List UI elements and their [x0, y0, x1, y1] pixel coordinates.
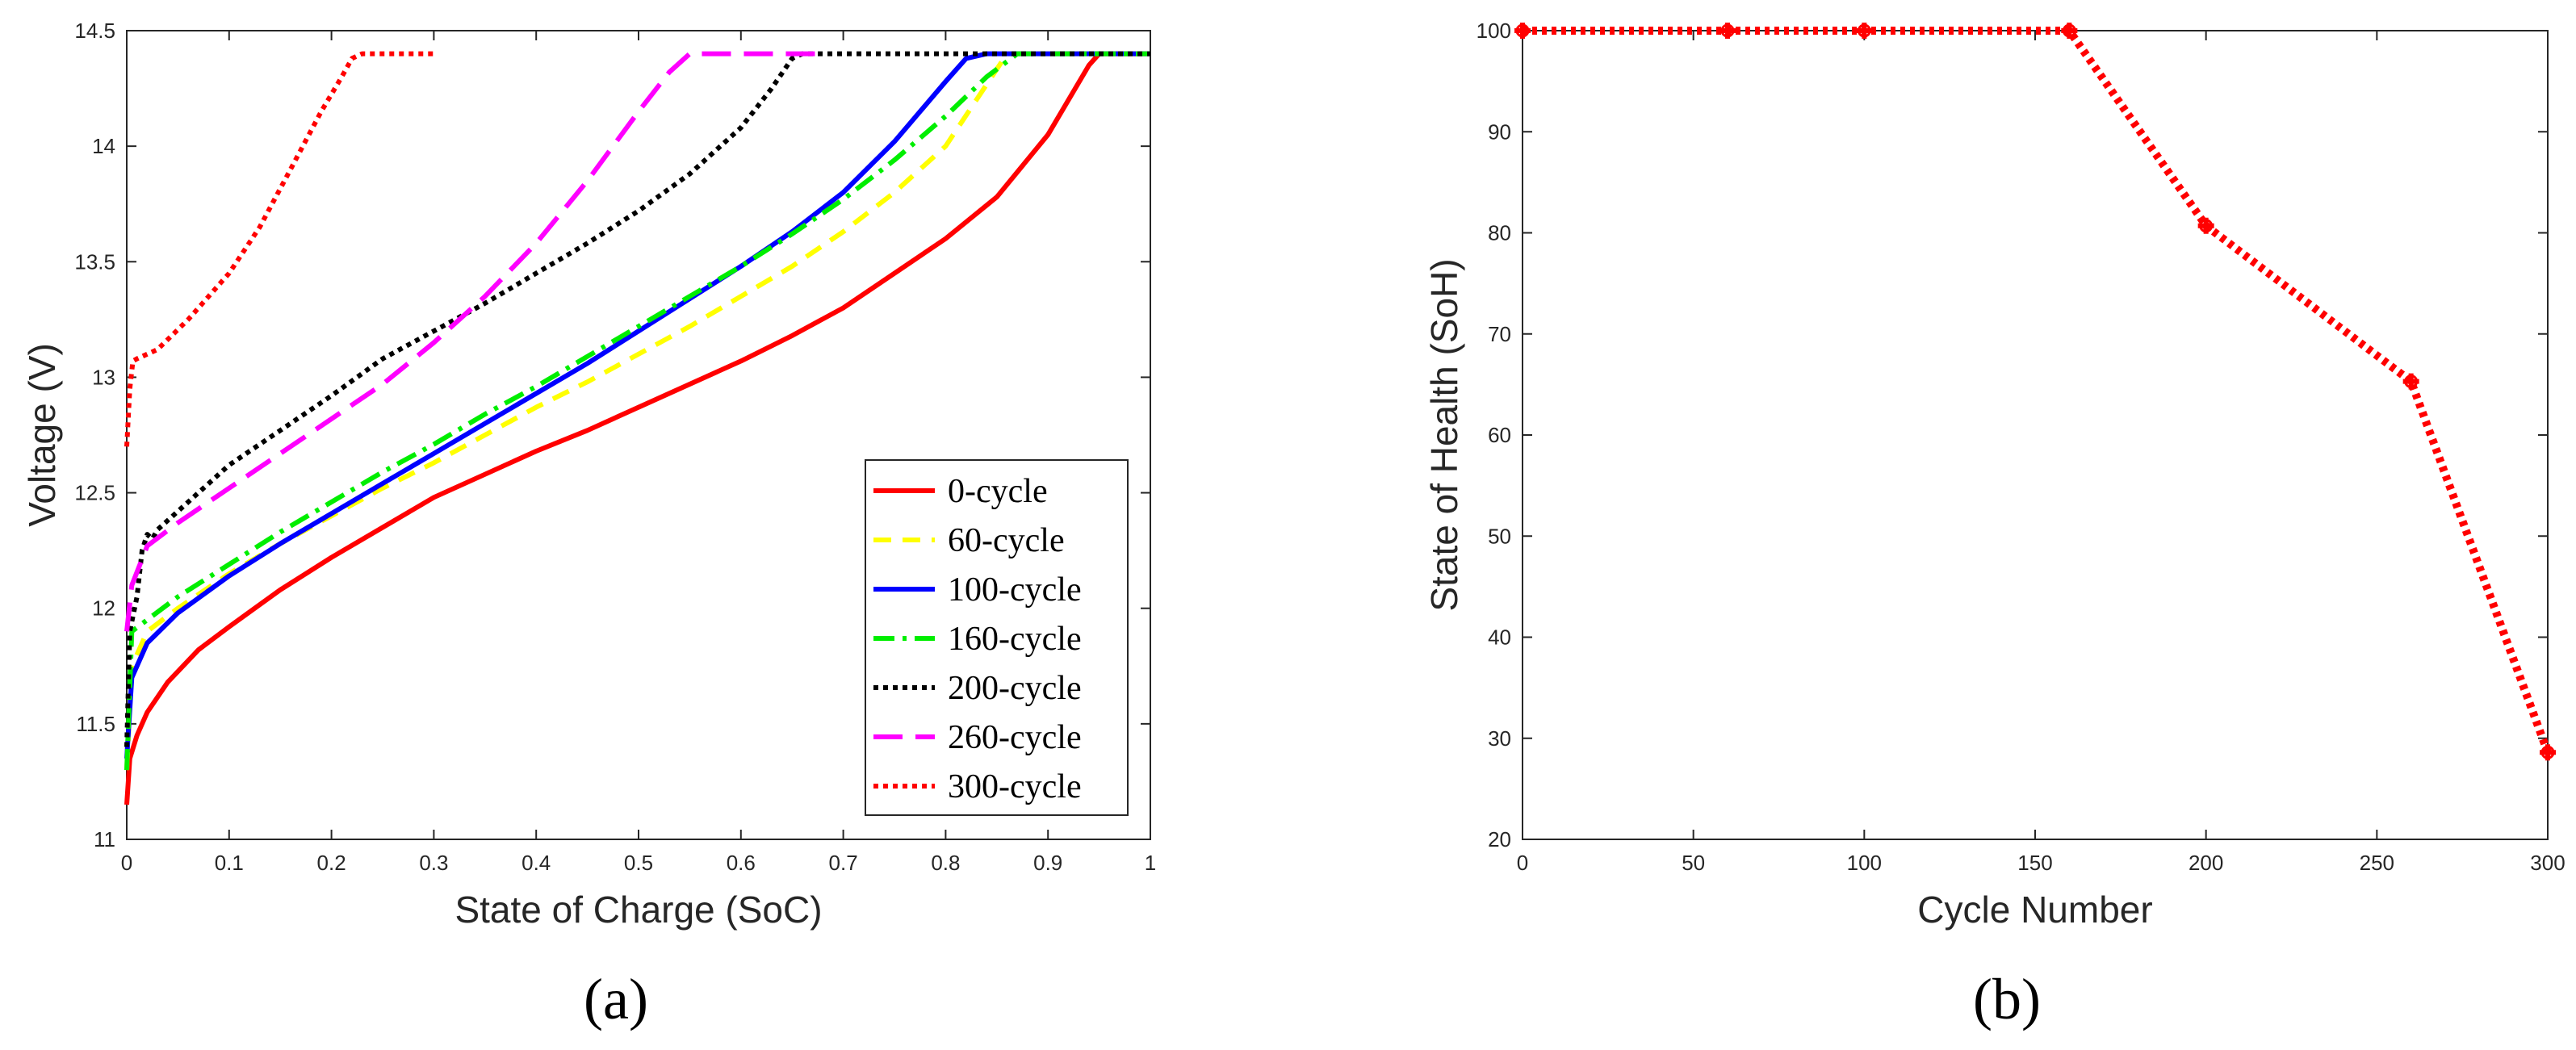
legend-label-300-cycle: 300-cycle — [948, 768, 1082, 805]
data-point-marker — [1514, 23, 1531, 39]
x-tick-label: 0.5 — [624, 851, 653, 875]
x-tick-label: 200 — [2189, 851, 2223, 875]
panel-b-x-axis-label: Cycle Number — [1917, 889, 2152, 931]
x-tick-label: 0.7 — [829, 851, 858, 875]
y-tick-label: 100 — [1476, 19, 1511, 43]
panel-b-plot-area — [1522, 30, 2549, 840]
legend-label-200-cycle: 200-cycle — [948, 670, 1082, 707]
legend-label-0-cycle: 0-cycle — [948, 473, 1048, 510]
y-tick-label: 11 — [94, 827, 115, 851]
legend-label-260-cycle: 260-cycle — [948, 719, 1082, 756]
x-tick-label: 0.2 — [317, 851, 346, 875]
panel-a-voltage-vs-soc: 0 0.1 0.2 0.3 0.4 0.5 0.6 0.7 0.8 0.9 11111.51212.… — [21, 19, 1156, 1031]
x-tick-label: 1 — [1145, 851, 1156, 875]
x-tick-label: 0.9 — [1033, 851, 1062, 875]
x-tick-label: 300 — [2530, 851, 2565, 875]
y-tick-label: 60 — [1488, 423, 1511, 447]
legend-label-60-cycle: 60-cycle — [948, 522, 1065, 559]
panel-a-ticks: 0 0.1 0.2 0.3 0.4 0.5 0.6 0.7 0.8 0.9 11111.51212.… — [74, 19, 1156, 875]
data-point-marker — [2197, 217, 2214, 234]
series-line-160-cycle — [124, 51, 1150, 771]
series-line-260-cycle — [124, 51, 823, 632]
y-tick-label: 90 — [1488, 119, 1511, 144]
y-tick-label: 13.5 — [74, 249, 115, 274]
x-tick-label: 0 — [1517, 851, 1528, 875]
y-tick-label: 20 — [1488, 827, 1511, 851]
series-line-300-cycle — [124, 51, 434, 447]
data-point-marker — [2061, 23, 2078, 39]
panel-b-y-axis-label: State of Health (SoH) — [1423, 258, 1465, 611]
x-tick-label: 250 — [2360, 851, 2394, 875]
y-tick-label: 13 — [92, 365, 115, 389]
data-point-marker — [1719, 23, 1736, 39]
y-tick-label: 12.5 — [74, 481, 115, 505]
legend-label-160-cycle: 160-cycle — [948, 621, 1082, 658]
data-point-marker — [2402, 373, 2419, 390]
legend-label-100-cycle: 100-cycle — [948, 571, 1082, 609]
y-tick-label: 80 — [1488, 221, 1511, 245]
x-tick-label: 0.6 — [727, 851, 756, 875]
y-tick-label: 11.5 — [76, 712, 115, 736]
series-line-0-cycle — [124, 51, 1150, 805]
panel-b-label: (b) — [1973, 967, 2041, 1031]
series-line-60-cycle — [124, 51, 1150, 771]
panel-a-label: (a) — [584, 967, 648, 1031]
series-line-100-cycle — [124, 51, 1150, 759]
panel-a-x-axis-label: State of Charge (SoC) — [454, 889, 822, 931]
panel-a-series — [124, 51, 1150, 805]
y-tick-label: 12 — [92, 596, 115, 621]
x-tick-label: 0 — [121, 851, 132, 875]
x-tick-label: 0.1 — [215, 851, 244, 875]
x-tick-label: 0.4 — [521, 851, 551, 875]
y-tick-label: 14.5 — [74, 19, 115, 43]
panel-b-ticks: 0 50 100 150 200 250 300 20 30 40 50 60 70 80 90 100 — [1476, 19, 2566, 875]
y-tick-label: 70 — [1488, 322, 1511, 346]
panel-a-legend: 0-cycle 60-cycle 100-cycle 160-cycle 200-cyc… — [865, 459, 1129, 816]
panel-a-y-axis-label: Voltage (V) — [21, 343, 63, 527]
x-tick-label: 100 — [1847, 851, 1882, 875]
y-tick-label: 30 — [1488, 726, 1511, 751]
y-tick-label: 50 — [1488, 524, 1511, 548]
x-tick-label: 0.3 — [419, 851, 448, 875]
x-tick-label: 0.8 — [931, 851, 960, 875]
y-tick-label: 40 — [1488, 625, 1511, 650]
legend-box — [865, 459, 1129, 816]
data-point-marker — [2540, 744, 2556, 761]
data-point-marker — [1856, 23, 1873, 39]
y-tick-label: 14 — [92, 134, 115, 158]
panel-b-soh-vs-cycle: 0 50 100 150 200 250 300 20 30 40 50 60 70 80 90 100 Cy… — [1423, 19, 2566, 1031]
x-tick-label: 150 — [2017, 851, 2052, 875]
x-tick-label: 50 — [1682, 851, 1705, 875]
panel-b-series — [1514, 23, 2556, 761]
series-line-200-cycle — [124, 51, 1150, 747]
